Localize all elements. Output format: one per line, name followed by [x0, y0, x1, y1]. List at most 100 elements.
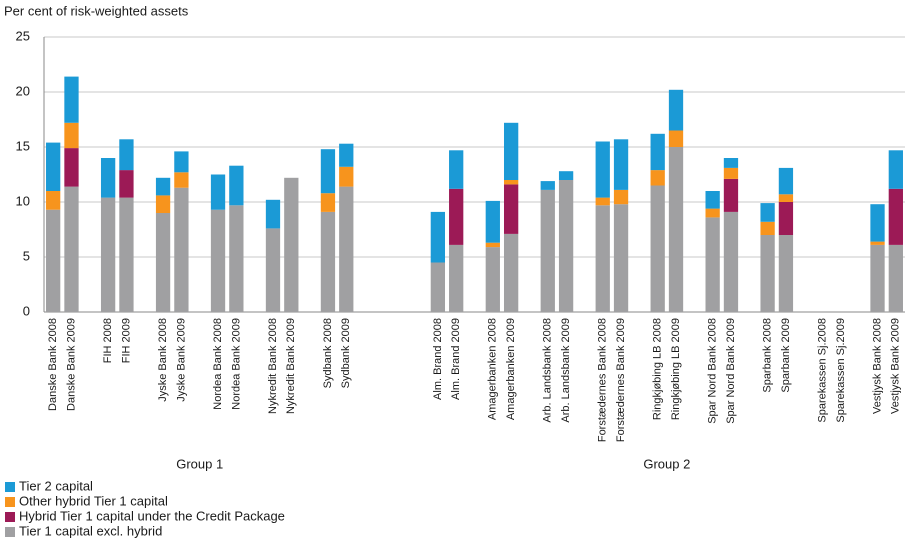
bar-segment — [320, 211, 336, 312]
bar-segment — [503, 122, 519, 180]
x-tick-label: Sparekassen Sj.2009 — [835, 318, 847, 423]
y-tick-label: 25 — [16, 28, 30, 43]
bar-segment — [485, 242, 500, 248]
bar-segment — [650, 170, 665, 186]
bar-segment — [668, 147, 684, 312]
bar-segment — [46, 191, 61, 210]
bar-segment — [760, 203, 775, 222]
y-axis-label: Per cent of risk-weighted assets — [4, 3, 189, 18]
bar-segment — [540, 189, 555, 312]
bar-segment — [339, 143, 354, 167]
bar-segment — [503, 180, 519, 185]
x-tick-label: Jyske Bank 2009 — [175, 318, 187, 402]
bar-segment — [155, 195, 171, 213]
y-tick-label: 15 — [16, 138, 30, 153]
x-tick-label: Amagerbanken 2008 — [487, 318, 499, 420]
x-tick-label: Nordea Bank 2008 — [212, 318, 224, 410]
bar-segment — [430, 211, 446, 263]
bar-segment — [558, 180, 574, 312]
x-tick-label: Nykredit Bank 2008 — [267, 318, 279, 414]
x-tick-label: Spar Nord Bank 2008 — [707, 318, 719, 424]
bar-segment — [100, 158, 116, 198]
bar-segment — [558, 171, 574, 180]
bar-segment — [778, 235, 794, 312]
bar-segment — [320, 149, 336, 194]
bar-segment — [888, 188, 903, 245]
x-tick-label: Forstædernes Bank 2009 — [615, 318, 627, 442]
grid — [43, 36, 905, 313]
bar-segment — [613, 204, 629, 312]
x-tick-label: Amagerbanken 2009 — [505, 318, 517, 420]
bar-segment — [155, 213, 171, 312]
x-tick-label: Sparbank 2009 — [780, 318, 792, 393]
bar-segment — [650, 133, 665, 171]
bar-segment — [64, 186, 79, 312]
x-tick-label: Sparekassen Sj.2008 — [816, 318, 828, 423]
bar-segment — [229, 165, 244, 206]
bar-segment — [870, 244, 885, 312]
bar-segment — [284, 177, 299, 312]
bar-segment — [265, 228, 281, 312]
bar-segment — [723, 178, 739, 212]
x-tick-label: FIH 2009 — [120, 318, 132, 363]
legend-swatch — [5, 497, 15, 507]
bar-segment — [503, 233, 519, 312]
bar-segment — [595, 205, 610, 312]
bar-segment — [174, 151, 189, 173]
bar-segment — [723, 211, 739, 312]
bar-segment — [46, 142, 61, 191]
bar-segment — [174, 172, 189, 188]
x-tick-label: Arb. Landsbank 2009 — [560, 318, 572, 423]
bar-segment — [888, 244, 903, 312]
x-tick-label: Spar Nord Bank 2009 — [725, 318, 737, 424]
x-tick-label: Alm. Brand 2008 — [432, 318, 444, 400]
bar-segment — [870, 204, 885, 242]
bar-segment — [339, 166, 354, 187]
bar-segment — [119, 170, 134, 198]
bar-segment — [668, 130, 684, 147]
bar-segment — [64, 122, 79, 149]
bar-segment — [613, 189, 629, 205]
y-tick-label: 5 — [23, 248, 30, 263]
bar-segment — [595, 197, 610, 206]
legend-swatch — [5, 527, 15, 537]
x-tick-label: Danske Bank 2009 — [65, 318, 77, 411]
bar-segment — [210, 174, 226, 210]
bar-segment — [595, 141, 610, 198]
bar-segment — [155, 177, 171, 196]
bar-segment — [449, 244, 464, 312]
bar-segment — [705, 191, 720, 209]
legend-label: Other hybrid Tier 1 capital — [19, 493, 168, 508]
bar-segment — [540, 181, 555, 190]
x-tick-label: Sparbank 2008 — [762, 318, 774, 393]
bar-segment — [119, 139, 134, 171]
bar-segment — [485, 247, 500, 312]
bar-segment — [46, 209, 61, 312]
bars — [46, 76, 903, 312]
bar-segment — [64, 148, 79, 187]
bar-segment — [229, 205, 244, 312]
x-tick-label: Vestjysk Bank 2008 — [871, 318, 883, 414]
group-label: Group 2 — [643, 456, 690, 471]
x-tick-label: Vestjysk Bank 2009 — [890, 318, 902, 414]
bar-segment — [705, 217, 720, 312]
labels: 0 5 10 15 20 25 Danske Bank 2008 Danske Bank 20… — [16, 28, 902, 471]
bar-segment — [210, 209, 226, 312]
bar-segment — [265, 199, 281, 229]
bar-segment — [705, 208, 720, 218]
bar-segment — [778, 167, 794, 195]
bar-segment — [723, 158, 739, 168]
bar-segment — [339, 186, 354, 312]
y-tick-label: 10 — [16, 193, 30, 208]
bar-segment — [668, 89, 684, 131]
legend-label: Tier 1 capital excl. hybrid — [19, 523, 162, 538]
x-tick-label: Jyske Bank 2008 — [157, 318, 169, 402]
x-tick-label: Ringkjøbing LB 2008 — [652, 318, 664, 420]
bar-segment — [650, 185, 665, 312]
bar-segment — [778, 202, 794, 235]
group-label: Group 1 — [176, 456, 223, 471]
bar-segment — [485, 200, 500, 243]
bar-segment — [778, 194, 794, 202]
